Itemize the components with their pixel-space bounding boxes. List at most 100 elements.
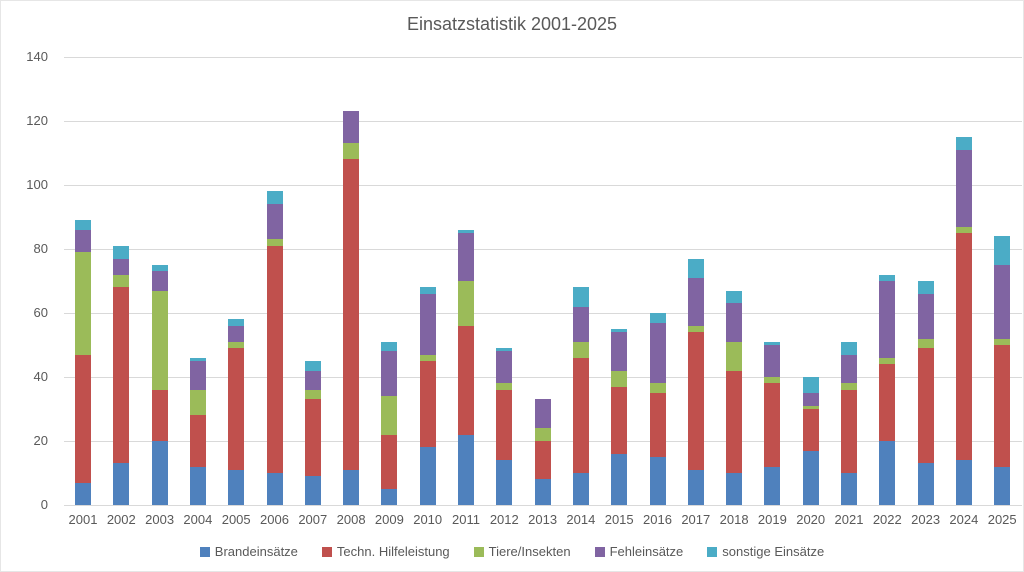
bar-segment-2018-sonstige-eins-tze[interactable]	[726, 290, 743, 304]
bar-segment-2021-brandeins-tze[interactable]	[841, 473, 857, 505]
bar-segment-2006-techn-hilfeleistung[interactable]	[266, 245, 283, 473]
bar-segment-2020-tiere-insekten[interactable]	[802, 405, 819, 409]
bar-segment-2009-techn-hilfeleistung[interactable]	[381, 434, 398, 489]
bar-segment-2004-brandeins-tze[interactable]	[189, 466, 206, 505]
bar-segment-2024-tiere-insekten[interactable]	[955, 226, 972, 233]
bar-segment-2012-fehleins-tze[interactable]	[496, 351, 513, 384]
bar-segment-2005-techn-hilfeleistung[interactable]	[228, 348, 245, 470]
bar-segment-2013-techn-hilfeleistung[interactable]	[534, 441, 551, 480]
bar-segment-2023-sonstige-eins-tze[interactable]	[917, 281, 934, 294]
bar-segment-2025-fehleins-tze[interactable]	[994, 265, 1011, 339]
bar-segment-2025-techn-hilfeleistung[interactable]	[994, 345, 1011, 467]
bar-segment-2008-techn-hilfeleistung[interactable]	[343, 159, 360, 470]
bar-segment-2025-sonstige-eins-tze[interactable]	[994, 236, 1011, 265]
bar-segment-2017-brandeins-tze[interactable]	[687, 469, 704, 505]
bar-segment-2018-fehleins-tze[interactable]	[726, 303, 743, 342]
bar-segment-2023-techn-hilfeleistung[interactable]	[917, 348, 934, 464]
bar-segment-2021-sonstige-eins-tze[interactable]	[841, 341, 857, 355]
bar-segment-2003-tiere-insekten[interactable]	[151, 290, 168, 390]
bar-segment-2014-fehleins-tze[interactable]	[572, 306, 589, 342]
bar-segment-2007-sonstige-eins-tze[interactable]	[304, 361, 321, 371]
bar-segment-2012-brandeins-tze[interactable]	[496, 460, 513, 505]
bar-segment-2008-tiere-insekten[interactable]	[343, 143, 360, 160]
bar-segment-2005-tiere-insekten[interactable]	[228, 341, 245, 349]
bar-segment-2017-tiere-insekten[interactable]	[687, 325, 704, 333]
bar-segment-2018-brandeins-tze[interactable]	[726, 473, 743, 505]
bar-segment-2015-sonstige-eins-tze[interactable]	[611, 329, 628, 333]
legend-item-fehleins-tze[interactable]: Fehleinsätze	[594, 544, 683, 559]
bar-segment-2011-sonstige-eins-tze[interactable]	[458, 229, 474, 233]
bar-segment-2016-brandeins-tze[interactable]	[649, 457, 666, 505]
bar-segment-2005-brandeins-tze[interactable]	[228, 469, 245, 505]
bar-segment-2023-tiere-insekten[interactable]	[917, 338, 934, 349]
bar-segment-2010-tiere-insekten[interactable]	[419, 354, 436, 361]
bar-segment-2001-tiere-insekten[interactable]	[75, 252, 91, 355]
bar-segment-2015-fehleins-tze[interactable]	[611, 332, 628, 371]
bar-segment-2014-brandeins-tze[interactable]	[572, 473, 589, 505]
bar-segment-2012-techn-hilfeleistung[interactable]	[496, 389, 513, 461]
bar-segment-2022-brandeins-tze[interactable]	[879, 441, 896, 505]
bar-segment-2022-techn-hilfeleistung[interactable]	[879, 364, 896, 441]
bar-segment-2005-fehleins-tze[interactable]	[228, 325, 245, 342]
bar-segment-2015-tiere-insekten[interactable]	[611, 370, 628, 387]
bar-segment-2010-techn-hilfeleistung[interactable]	[419, 361, 436, 448]
bar-segment-2011-tiere-insekten[interactable]	[458, 281, 474, 326]
bar-segment-2007-brandeins-tze[interactable]	[304, 476, 321, 505]
bar-segment-2021-tiere-insekten[interactable]	[841, 383, 857, 390]
bar-segment-2001-fehleins-tze[interactable]	[75, 229, 91, 253]
bar-segment-2017-techn-hilfeleistung[interactable]	[687, 332, 704, 470]
bar-segment-2022-tiere-insekten[interactable]	[879, 357, 896, 365]
bar-segment-2020-sonstige-eins-tze[interactable]	[802, 377, 819, 393]
bar-segment-2007-tiere-insekten[interactable]	[304, 389, 321, 400]
bar-segment-2006-sonstige-eins-tze[interactable]	[266, 191, 283, 205]
bar-segment-2009-sonstige-eins-tze[interactable]	[381, 341, 398, 352]
legend-item-techn-hilfeleistung[interactable]: Techn. Hilfeleistung	[321, 544, 450, 559]
bar-segment-2016-sonstige-eins-tze[interactable]	[649, 313, 666, 323]
bar-segment-2022-sonstige-eins-tze[interactable]	[879, 274, 896, 281]
bar-segment-2013-brandeins-tze[interactable]	[534, 479, 551, 505]
bar-segment-2006-fehleins-tze[interactable]	[266, 204, 283, 240]
bar-segment-2025-brandeins-tze[interactable]	[994, 466, 1011, 505]
bar-segment-2006-brandeins-tze[interactable]	[266, 473, 283, 505]
bar-segment-2005-sonstige-eins-tze[interactable]	[228, 319, 245, 326]
legend-item-tiere-insekten[interactable]: Tiere/Insekten	[473, 544, 571, 559]
bar-segment-2022-fehleins-tze[interactable]	[879, 281, 896, 358]
bar-segment-2019-fehleins-tze[interactable]	[764, 345, 781, 377]
bar-segment-2010-sonstige-eins-tze[interactable]	[419, 287, 436, 294]
bar-segment-2020-techn-hilfeleistung[interactable]	[802, 409, 819, 451]
bar-segment-2006-tiere-insekten[interactable]	[266, 239, 283, 246]
bar-segment-2025-tiere-insekten[interactable]	[994, 338, 1011, 345]
bar-segment-2017-sonstige-eins-tze[interactable]	[687, 258, 704, 278]
bar-segment-2009-tiere-insekten[interactable]	[381, 396, 398, 435]
bar-segment-2001-sonstige-eins-tze[interactable]	[75, 220, 91, 230]
bar-segment-2024-fehleins-tze[interactable]	[955, 149, 972, 227]
bar-segment-2011-brandeins-tze[interactable]	[458, 434, 474, 505]
bar-segment-2011-fehleins-tze[interactable]	[458, 233, 474, 281]
bar-segment-2018-techn-hilfeleistung[interactable]	[726, 370, 743, 473]
bar-segment-2002-tiere-insekten[interactable]	[113, 274, 130, 288]
bar-segment-2021-fehleins-tze[interactable]	[841, 354, 857, 384]
bar-segment-2015-brandeins-tze[interactable]	[611, 453, 628, 505]
bar-segment-2020-fehleins-tze[interactable]	[802, 393, 819, 406]
bar-segment-2003-sonstige-eins-tze[interactable]	[151, 265, 168, 272]
bar-segment-2001-brandeins-tze[interactable]	[75, 482, 91, 505]
bar-segment-2015-techn-hilfeleistung[interactable]	[611, 386, 628, 454]
bar-segment-2014-tiere-insekten[interactable]	[572, 341, 589, 358]
bar-segment-2008-fehleins-tze[interactable]	[343, 111, 360, 144]
legend-item-brandeins-tze[interactable]: Brandeinsätze	[199, 544, 298, 559]
bar-segment-2018-tiere-insekten[interactable]	[726, 341, 743, 371]
bar-segment-2020-brandeins-tze[interactable]	[802, 450, 819, 505]
bar-segment-2016-tiere-insekten[interactable]	[649, 383, 666, 393]
bar-segment-2011-techn-hilfeleistung[interactable]	[458, 325, 474, 435]
bar-segment-2010-fehleins-tze[interactable]	[419, 293, 436, 355]
bar-segment-2016-techn-hilfeleistung[interactable]	[649, 393, 666, 457]
bar-segment-2010-brandeins-tze[interactable]	[419, 447, 436, 505]
bar-segment-2009-brandeins-tze[interactable]	[381, 489, 398, 505]
bar-segment-2002-techn-hilfeleistung[interactable]	[113, 287, 130, 464]
bar-segment-2019-brandeins-tze[interactable]	[764, 466, 781, 505]
bar-segment-2004-tiere-insekten[interactable]	[189, 389, 206, 416]
bar-segment-2023-fehleins-tze[interactable]	[917, 293, 934, 339]
bar-segment-2008-brandeins-tze[interactable]	[343, 469, 360, 505]
bar-segment-2019-tiere-insekten[interactable]	[764, 377, 781, 384]
bar-segment-2024-techn-hilfeleistung[interactable]	[955, 233, 972, 461]
